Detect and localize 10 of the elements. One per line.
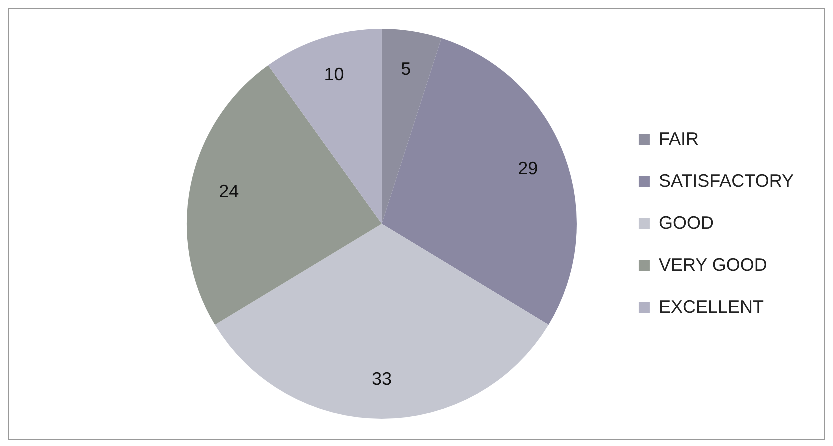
legend-label: GOOD (658, 212, 714, 233)
data-label: 29 (518, 158, 538, 178)
data-label: 24 (219, 182, 240, 202)
data-label: 5 (401, 58, 412, 79)
legend-label: VERY GOOD (658, 254, 768, 275)
data-label: 33 (372, 368, 392, 389)
legend-label: EXCELLENT (658, 296, 764, 317)
legend-label: FAIR (658, 128, 699, 149)
legend-label: SATISFACTORY (658, 170, 794, 191)
data-label: 10 (324, 64, 344, 84)
